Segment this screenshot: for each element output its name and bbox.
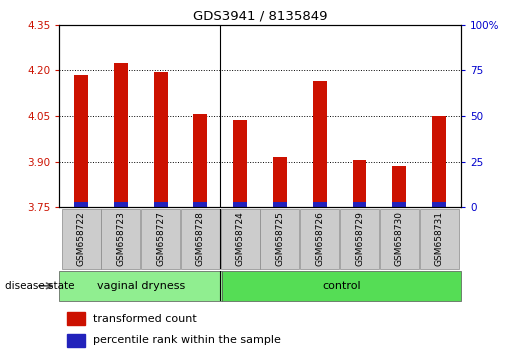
Bar xyxy=(233,120,247,207)
Bar xyxy=(222,271,461,301)
Text: GSM658729: GSM658729 xyxy=(355,211,364,267)
Bar xyxy=(114,202,128,207)
Bar xyxy=(432,116,446,207)
Text: GSM658730: GSM658730 xyxy=(395,211,404,267)
Bar xyxy=(153,202,167,207)
Bar xyxy=(432,202,446,207)
Bar xyxy=(62,209,100,269)
Text: GSM658723: GSM658723 xyxy=(116,211,125,267)
Text: control: control xyxy=(322,281,361,291)
Bar xyxy=(300,209,339,269)
Text: GSM658726: GSM658726 xyxy=(315,211,324,267)
Text: GSM658725: GSM658725 xyxy=(276,211,284,267)
Text: vaginal dryness: vaginal dryness xyxy=(97,281,185,291)
Bar xyxy=(221,209,260,269)
Text: GSM658724: GSM658724 xyxy=(236,212,245,266)
Bar xyxy=(380,209,419,269)
Bar xyxy=(153,72,167,207)
Text: GSM658728: GSM658728 xyxy=(196,211,205,267)
Title: GDS3941 / 8135849: GDS3941 / 8135849 xyxy=(193,9,328,22)
Bar xyxy=(313,81,327,207)
Bar xyxy=(353,160,367,207)
Bar xyxy=(194,114,208,207)
Bar xyxy=(233,202,247,207)
Bar xyxy=(59,271,222,301)
Bar xyxy=(273,157,287,207)
Bar xyxy=(101,209,141,269)
Text: disease state: disease state xyxy=(5,281,75,291)
Bar xyxy=(74,202,88,207)
Text: percentile rank within the sample: percentile rank within the sample xyxy=(93,335,281,346)
Bar xyxy=(420,209,458,269)
Bar xyxy=(181,209,220,269)
Bar xyxy=(114,63,128,207)
Text: GSM658731: GSM658731 xyxy=(435,211,443,267)
Text: GSM658722: GSM658722 xyxy=(77,212,85,266)
Bar xyxy=(194,202,208,207)
Bar xyxy=(141,209,180,269)
Text: GSM658727: GSM658727 xyxy=(156,211,165,267)
Bar xyxy=(392,166,406,207)
Bar xyxy=(67,334,85,347)
Bar xyxy=(313,202,327,207)
Bar xyxy=(273,202,287,207)
Bar xyxy=(261,209,299,269)
Bar xyxy=(340,209,379,269)
Bar xyxy=(67,312,85,325)
Bar xyxy=(353,202,367,207)
Bar xyxy=(74,75,88,207)
Text: transformed count: transformed count xyxy=(93,314,197,324)
Bar xyxy=(392,202,406,207)
